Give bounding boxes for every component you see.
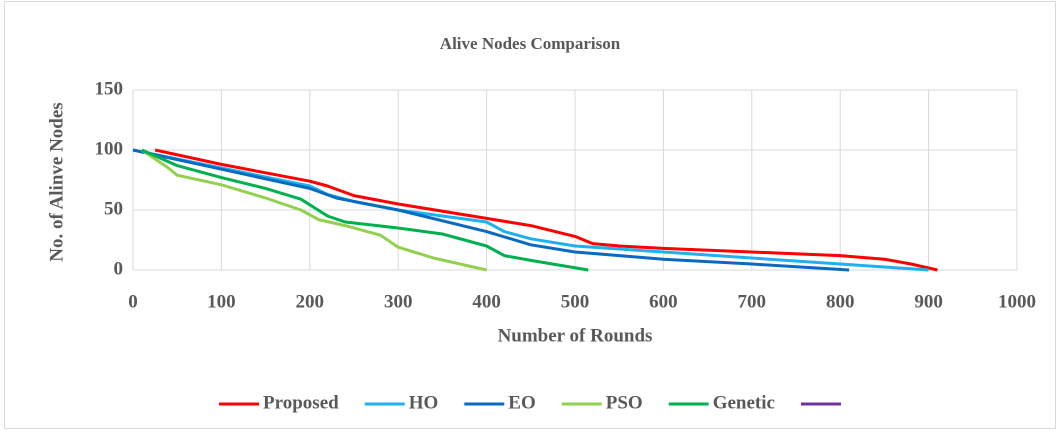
legend-label: Proposed xyxy=(263,392,339,413)
series-line xyxy=(140,148,487,272)
x-tick-label: 500 xyxy=(561,291,590,312)
x-tick-label: 300 xyxy=(384,291,413,312)
y-axis-label: No. of Alinve Nodes xyxy=(46,102,67,261)
y-tick-label: 150 xyxy=(95,78,124,99)
legend-label: Genetic xyxy=(713,392,775,413)
legend-label: PSO xyxy=(606,392,643,413)
series-line xyxy=(132,148,850,272)
x-tick-label: 200 xyxy=(296,291,325,312)
x-tick-label: 600 xyxy=(649,291,678,312)
chart-border xyxy=(4,1,1056,429)
x-tick-label: 100 xyxy=(207,291,236,312)
y-tick-label: 0 xyxy=(114,258,124,279)
series-line xyxy=(132,148,929,272)
x-tick-label: 800 xyxy=(826,291,855,312)
legend-label: EO xyxy=(508,392,535,413)
series-line xyxy=(141,148,589,272)
x-tick-label: 0 xyxy=(128,291,138,312)
x-tick-label: 400 xyxy=(472,291,501,312)
x-axis-label: Number of Rounds xyxy=(498,325,653,346)
chart-title: Alive Nodes Comparison xyxy=(440,34,621,53)
legend-label: HO xyxy=(409,392,439,413)
x-tick-label: 700 xyxy=(738,291,767,312)
x-tick-label: 1000 xyxy=(998,291,1036,312)
y-tick-label: 50 xyxy=(104,198,123,219)
x-tick-label: 900 xyxy=(914,291,943,312)
series-line xyxy=(154,148,938,272)
y-tick-label: 100 xyxy=(95,138,124,159)
